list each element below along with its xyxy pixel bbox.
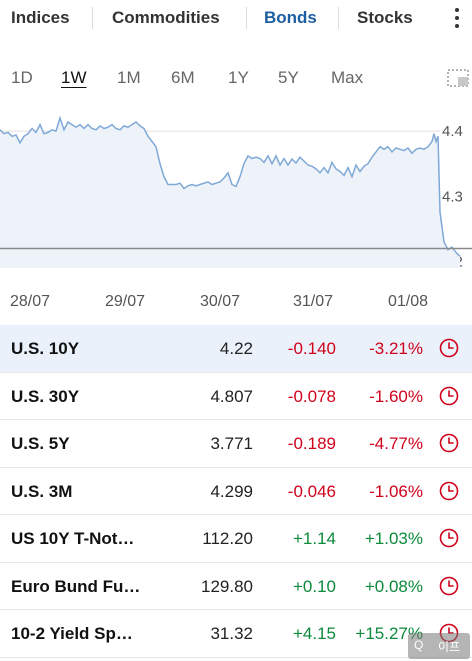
last-value: 129.80 — [201, 576, 253, 596]
change-percent: -1.60% — [369, 386, 423, 406]
table-row[interactable]: 10-2 Yield Sp… 31.32 +4.15 +15.27% — [0, 610, 472, 658]
change-percent: +0.08% — [364, 576, 423, 596]
clock-icon — [439, 528, 459, 548]
table-row[interactable]: U.S. 3M 4.299 -0.046 -1.06% — [0, 468, 472, 515]
x-tick-label: 01/08 — [388, 293, 428, 310]
table-row[interactable]: U.S. 5Y 3.771 -0.189 -4.77% — [0, 420, 472, 468]
tab-stocks[interactable]: Stocks — [357, 8, 413, 27]
change-value: -0.046 — [287, 481, 336, 501]
clock-icon — [439, 481, 459, 500]
tab-bonds[interactable]: Bonds — [264, 8, 317, 27]
tab-divider — [246, 7, 247, 29]
x-tick-label: 31/07 — [293, 293, 333, 310]
x-tick-label: 29/07 — [105, 293, 145, 310]
last-value: 31.32 — [210, 624, 253, 643]
y-tick-label: 4.3 — [442, 188, 463, 205]
period-1y[interactable]: 1Y — [228, 68, 249, 87]
last-value: 3.771 — [210, 434, 253, 453]
tab-divider — [92, 7, 93, 29]
change-percent: +15.27% — [355, 624, 423, 643]
tab-divider — [338, 7, 339, 29]
period-1m[interactable]: 1M — [117, 68, 141, 87]
period-6m[interactable]: 6M — [171, 68, 195, 87]
top-tabs: Indices Commodities Bonds Stocks — [0, 0, 472, 38]
clock-icon — [439, 433, 459, 453]
change-value: +1.14 — [292, 529, 336, 548]
change-value: -0.189 — [287, 434, 336, 453]
table-row[interactable]: U.S. 10Y 4.22 -0.140 -3.21% — [0, 325, 472, 373]
change-percent: -1.06% — [369, 481, 423, 501]
change-percent: -4.77% — [369, 434, 423, 453]
instrument-name: Euro Bund Fu… — [11, 576, 141, 596]
instrument-name: 10-2 Yield Sp… — [11, 624, 133, 643]
clock-icon — [439, 338, 459, 358]
last-value: 4.22 — [219, 339, 253, 358]
fullscreen-icon[interactable] — [446, 68, 470, 88]
last-value: 4.807 — [210, 386, 253, 406]
table-row[interactable]: U.S. 30Y 4.807 -0.078 -1.60% — [0, 373, 472, 420]
instrument-name: U.S. 5Y — [11, 434, 70, 453]
period-1w[interactable]: 1W — [61, 68, 87, 87]
x-tick-label: 28/07 — [10, 293, 50, 310]
period-5y[interactable]: 5Y — [278, 68, 299, 87]
bonds-table: U.S. 10Y 4.22 -0.140 -3.21% U.S. 30Y 4.807 -0.… — [0, 325, 472, 658]
watermark: Q 이프 — [408, 633, 470, 659]
instrument-name: U.S. 30Y — [11, 386, 80, 406]
x-tick-label: 30/07 — [200, 293, 240, 310]
period-1d[interactable]: 1D — [11, 68, 33, 87]
instrument-name: US 10Y T-Not… — [11, 529, 135, 548]
clock-icon — [439, 386, 459, 405]
change-value: +0.10 — [292, 576, 336, 596]
change-value: -0.078 — [287, 386, 336, 406]
change-percent: -3.21% — [369, 339, 423, 358]
instrument-name: U.S. 3M — [11, 481, 73, 501]
tab-commodities[interactable]: Commodities — [112, 8, 220, 27]
table-row[interactable]: Euro Bund Fu… 129.80 +0.10 +0.08% — [0, 563, 472, 610]
clock-icon — [439, 576, 459, 595]
table-row[interactable]: US 10Y T-Not… 112.20 +1.14 +1.03% — [0, 515, 472, 563]
instrument-name: U.S. 10Y — [11, 339, 80, 358]
change-value: -0.140 — [287, 339, 336, 358]
change-value: +4.15 — [292, 624, 336, 643]
tab-indices[interactable]: Indices — [11, 8, 70, 27]
series-area — [0, 118, 460, 268]
period-max[interactable]: Max — [331, 68, 364, 87]
y-tick-label: 4.4 — [442, 123, 463, 140]
period-selector: 1D 1W 1M 6M 1Y 5Y Max — [0, 56, 472, 96]
series-line — [0, 115, 461, 257]
last-value: 112.20 — [202, 529, 253, 548]
kebab-menu-icon[interactable] — [451, 5, 465, 31]
last-value: 4.299 — [210, 481, 253, 501]
change-percent: +1.03% — [364, 529, 423, 548]
